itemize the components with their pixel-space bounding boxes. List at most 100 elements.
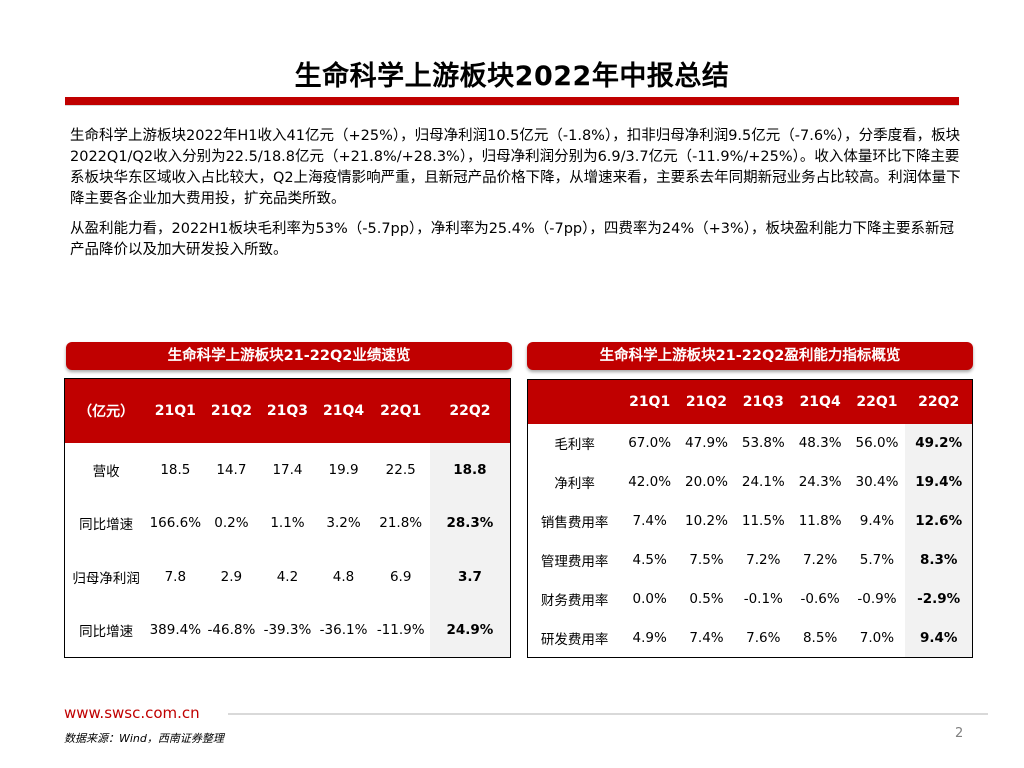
value-cell: 0.0% bbox=[632, 590, 667, 607]
value-cell: 18.8 bbox=[429, 443, 510, 497]
page-title: 生命科学上游板块2022年中报总结 bbox=[294, 61, 730, 92]
value-cell: 0.5% bbox=[689, 590, 724, 607]
value-cell: 4.2 bbox=[276, 568, 299, 585]
value-cell: 7.6% bbox=[746, 629, 781, 646]
value-cell: 20.0% bbox=[685, 474, 728, 491]
value-cell: 28.3% bbox=[429, 496, 510, 550]
value-cell: -39.3% bbox=[263, 622, 312, 639]
header-quarter-cell: 21Q2 bbox=[678, 380, 735, 424]
table-row: 净利率 42.0% 20.0% 24.1% 24.3% 30.4% 19.4% bbox=[528, 462, 972, 502]
table-row: 研发费用率 4.9% 7.4% 7.6% 8.5% 7.0% 9.4% bbox=[528, 618, 972, 657]
row-label-cell: 营收 bbox=[92, 463, 120, 480]
value-cell: -36.1% bbox=[319, 622, 368, 639]
header-quarter-cell: 21Q2 bbox=[203, 379, 260, 443]
value-cell: 1.1% bbox=[270, 515, 305, 532]
value-cell: 12.6% bbox=[905, 501, 972, 541]
table-header-row: 21Q1 21Q2 21Q3 21Q4 22Q1 22Q2 bbox=[528, 380, 972, 424]
value-cell: 10.2% bbox=[685, 513, 728, 530]
value-cell: 42.0% bbox=[628, 474, 672, 491]
table-header-row: （亿元） 21Q1 21Q2 21Q3 21Q4 22Q1 22Q2 bbox=[65, 379, 510, 443]
value-cell: -46.8% bbox=[207, 622, 256, 639]
summary-paragraph-2: 从盈利能力看，2022H1板块毛利率为53%（-5.7pp），净利率为25.4%… bbox=[70, 221, 955, 258]
value-cell: -11.9% bbox=[376, 622, 425, 639]
value-cell: 389.4% bbox=[149, 622, 202, 639]
value-cell: -0.1% bbox=[743, 590, 783, 607]
profitability-table-heading: 生命科学上游板块21-22Q2盈利能力指标概览 bbox=[527, 342, 973, 370]
value-cell: 4.9% bbox=[632, 629, 667, 646]
website-url: www.swsc.com.cn bbox=[64, 704, 200, 722]
header-quarter-cell: 21Q4 bbox=[791, 380, 849, 424]
table-row: 同比增速 166.6% 0.2% 1.1% 3.2% 21.8% 28.3% bbox=[65, 496, 510, 550]
value-cell: 14.7 bbox=[216, 461, 247, 478]
header-quarter-cell: 21Q4 bbox=[315, 379, 372, 443]
row-label-cell: 同比增速 bbox=[79, 517, 134, 534]
row-label-cell: 净利率 bbox=[554, 476, 595, 493]
value-cell: 11.5% bbox=[741, 513, 785, 530]
value-cell: 19.4% bbox=[905, 462, 972, 502]
value-cell: 7.2% bbox=[746, 551, 781, 568]
value-cell: 9.4% bbox=[905, 618, 972, 657]
value-cell: 19.9 bbox=[328, 461, 359, 478]
table-row: 销售费用率 7.4% 10.2% 11.5% 11.8% 9.4% 12.6% bbox=[528, 501, 972, 541]
profitability-table: 21Q1 21Q2 21Q3 21Q4 22Q1 22Q2 毛利率 67.0% 47.9% 53… bbox=[527, 379, 973, 658]
title-underline-shadow bbox=[65, 105, 959, 106]
value-cell: 7.2% bbox=[802, 551, 838, 568]
value-cell: 11.8% bbox=[798, 513, 842, 530]
value-cell: 8.5% bbox=[802, 629, 838, 646]
value-cell: 4.5% bbox=[632, 551, 667, 568]
header-quarter-cell: 22Q2 bbox=[905, 380, 972, 424]
data-source-note: 数据来源：Wind，西南证券整理 bbox=[64, 732, 224, 745]
value-cell: 17.4 bbox=[272, 461, 303, 478]
value-cell: 24.1% bbox=[741, 474, 785, 491]
value-cell: 30.4% bbox=[855, 474, 899, 491]
value-cell: 8.3% bbox=[905, 540, 972, 580]
row-label-cell: 财务费用率 bbox=[540, 592, 609, 609]
table-row: 营收 18.5 14.7 17.4 19.9 22.5 18.8 bbox=[65, 443, 510, 497]
table-row: 财务费用率 0.0% 0.5% -0.1% -0.6% -0.9% -2.9% bbox=[528, 579, 972, 619]
value-cell: 47.9% bbox=[685, 435, 728, 452]
header-label-cell bbox=[528, 380, 622, 424]
value-cell: 21.8% bbox=[379, 515, 423, 532]
performance-table-heading: 生命科学上游板块21-22Q2业绩速览 bbox=[66, 342, 512, 370]
value-cell: 7.4% bbox=[632, 513, 667, 530]
value-cell: 7.5% bbox=[689, 551, 724, 568]
table-row: 同比增速 389.4% -46.8% -39.3% -36.1% -11.9% 24.9% bbox=[65, 603, 510, 657]
table-row: 归母净利润 7.8 2.9 4.2 4.8 6.9 3.7 bbox=[65, 550, 510, 604]
performance-table: （亿元） 21Q1 21Q2 21Q3 21Q4 22Q1 22Q2 营收 18.5 14.7 1… bbox=[64, 378, 511, 658]
header-quarter-cell: 21Q3 bbox=[734, 380, 792, 424]
header-quarter-cell: 21Q1 bbox=[621, 380, 679, 424]
row-label-cell: 归母净利润 bbox=[72, 570, 140, 587]
value-cell: 0.2% bbox=[214, 515, 249, 532]
value-cell: 3.2% bbox=[326, 515, 361, 532]
value-cell: 48.3% bbox=[798, 435, 842, 452]
value-cell: 67.0% bbox=[628, 435, 672, 452]
value-cell: 7.8 bbox=[164, 568, 187, 585]
value-cell: 9.4% bbox=[859, 513, 895, 530]
value-cell: 18.5 bbox=[160, 461, 191, 478]
value-cell: 5.7% bbox=[859, 551, 895, 568]
header-quarter-cell: 21Q1 bbox=[147, 379, 204, 443]
value-cell: -0.9% bbox=[857, 590, 897, 607]
row-label-cell: 毛利率 bbox=[554, 437, 595, 454]
value-cell: 7.0% bbox=[859, 629, 895, 646]
value-cell: 53.8% bbox=[741, 435, 785, 452]
row-label-cell: 同比增速 bbox=[79, 624, 134, 641]
table-row: 管理费用率 4.5% 7.5% 7.2% 7.2% 5.7% 8.3% bbox=[528, 540, 972, 580]
header-quarter-cell: 22Q1 bbox=[371, 379, 430, 443]
title-underline bbox=[65, 97, 959, 105]
value-cell: 24.9% bbox=[429, 603, 510, 657]
value-cell: 6.9 bbox=[389, 568, 412, 585]
value-cell: 7.4% bbox=[689, 629, 724, 646]
value-cell: 56.0% bbox=[855, 435, 899, 452]
summary-paragraph-1: 生命科学上游板块2022年H1收入41亿元（+25%），归母净利润10.5亿元（… bbox=[70, 128, 961, 207]
value-cell: 2.9 bbox=[220, 568, 243, 585]
value-cell: 3.7 bbox=[429, 550, 510, 604]
row-label-cell: 管理费用率 bbox=[540, 553, 609, 570]
header-label-cell: （亿元） bbox=[65, 379, 148, 443]
header-quarter-cell: 22Q2 bbox=[429, 379, 510, 443]
value-cell: 4.8 bbox=[332, 568, 355, 585]
value-cell: 166.6% bbox=[149, 515, 202, 532]
value-cell: -0.6% bbox=[800, 590, 840, 607]
value-cell: 49.2% bbox=[905, 424, 972, 463]
row-label-cell: 研发费用率 bbox=[540, 631, 609, 648]
